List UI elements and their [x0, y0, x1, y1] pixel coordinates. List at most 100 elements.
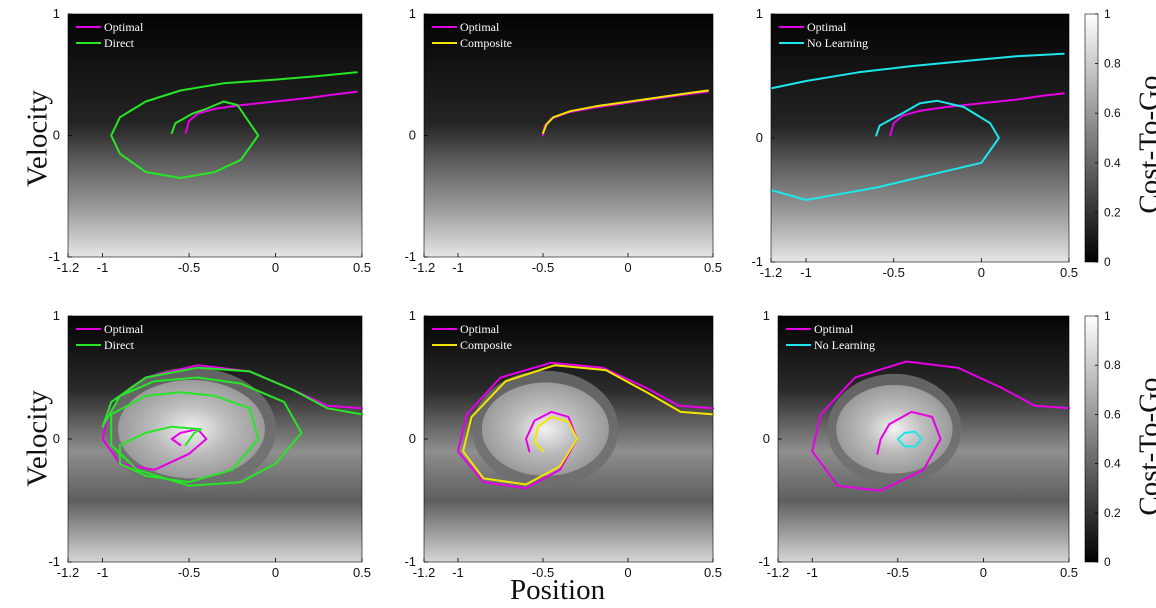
legend-label: Composite [460, 36, 512, 50]
legend-label: Optimal [104, 20, 144, 34]
series-line-composite [542, 89, 709, 135]
x-tick-label: -1 [806, 565, 818, 580]
colorbar-tick-label: 0.2 [1104, 506, 1121, 520]
colorbar-gradient [1084, 13, 1099, 263]
series-line-direct [110, 71, 358, 179]
y-tick-label: 1 [409, 6, 416, 21]
colorbar-tick-label: 0.8 [1104, 57, 1121, 71]
y-tick-label: 1 [409, 308, 416, 323]
x-tick-label: -1.2 [413, 260, 435, 275]
colorbar-tick-label: 0 [1104, 255, 1111, 269]
colorbar-tick-label: 0.4 [1104, 156, 1121, 170]
legend-label: Optimal [460, 322, 500, 336]
legend-label: Composite [460, 338, 512, 352]
y-tick-label: -1 [404, 554, 416, 569]
x-tick-label: 0 [272, 565, 279, 580]
x-tick-label: 0.5 [353, 260, 371, 275]
series-line-composite [462, 364, 714, 486]
x-tick-label: -0.5 [532, 565, 554, 580]
heatmap-background [68, 14, 362, 257]
x-tick-label: -1 [97, 565, 109, 580]
y-tick-label: 0 [409, 128, 416, 143]
x-tick-label: -0.5 [887, 565, 909, 580]
y-tick-label: 1 [53, 6, 60, 21]
series-line-no-learning [770, 52, 1065, 90]
x-tick-label: -1.2 [57, 565, 79, 580]
y-axis-label-top: Velocity [21, 90, 54, 187]
x-tick-label: 0 [272, 260, 279, 275]
x-tick-label: -0.5 [883, 265, 905, 280]
heatmap-region [481, 382, 609, 476]
x-tick-label: -1.2 [413, 565, 435, 580]
series-line-no-learning [770, 99, 1000, 201]
y-tick-label: 1 [53, 308, 60, 323]
x-tick-label: 0.5 [704, 565, 722, 580]
x-tick-label: -1 [800, 265, 812, 280]
y-tick-label: -1 [48, 249, 60, 264]
heatmap-background [424, 14, 713, 257]
heatmap-region [836, 384, 953, 474]
colorbar-tick-label: 0.6 [1104, 106, 1121, 120]
x-tick-label: -0.5 [178, 565, 200, 580]
series-line-optimal [811, 360, 1070, 492]
heatmap-background [771, 14, 1069, 262]
y-tick-label: 0 [756, 130, 763, 145]
x-tick-label: -0.5 [532, 260, 554, 275]
x-tick-label: -1 [452, 260, 464, 275]
x-tick-label: 0 [980, 565, 987, 580]
series-line-no-learning [896, 430, 923, 448]
colorbar-tick-label: 1 [1104, 309, 1111, 323]
colorbar-tick-label: 1 [1104, 7, 1111, 21]
x-tick-label: 0 [978, 265, 985, 280]
legend-label: No Learning [807, 36, 868, 50]
series-line-direct [101, 366, 363, 487]
series-line-optimal [184, 90, 358, 135]
x-tick-label: -1 [97, 260, 109, 275]
colorbar-tick-label: 0.4 [1104, 457, 1121, 471]
colorbar-tick-label: 0.6 [1104, 407, 1121, 421]
series-line-optimal [457, 361, 714, 490]
y-axis-label-bottom: Velocity [21, 390, 54, 487]
legend-label: Optimal [807, 20, 847, 34]
legend-label: Optimal [814, 322, 854, 336]
colorbar: 0 0.2 0.4 0.6 0.8 1 [1084, 309, 1121, 569]
y-tick-label: 0 [763, 431, 770, 446]
colorbar-label-bottom: Cost-To-Go [1133, 377, 1156, 516]
y-tick-label: 0 [409, 431, 416, 446]
legend-label: Direct [104, 36, 135, 50]
y-tick-label: -1 [758, 554, 770, 569]
colorbar-label-top: Cost-To-Go [1133, 75, 1156, 214]
x-tick-label: -1 [452, 565, 464, 580]
x-tick-label: 0.5 [1060, 565, 1078, 580]
x-tick-label: 0.5 [353, 565, 371, 580]
series-line-optimal [889, 92, 1065, 137]
y-tick-label: 1 [756, 6, 763, 21]
x-tick-label: 0 [624, 260, 631, 275]
x-tick-label: -1.2 [760, 265, 782, 280]
x-tick-label: -0.5 [178, 260, 200, 275]
colorbar-tick-label: 0 [1104, 555, 1111, 569]
colorbar-tick-label: 0.2 [1104, 205, 1121, 219]
y-tick-label: -1 [751, 254, 763, 269]
x-tick-label: 0.5 [704, 260, 722, 275]
colorbar: 0 0.2 0.4 0.6 0.8 1 [1084, 7, 1121, 269]
x-tick-label: 0 [624, 565, 631, 580]
y-tick-label: 0 [53, 128, 60, 143]
legend-label: Optimal [460, 20, 500, 34]
x-tick-label: 0.5 [1060, 265, 1078, 280]
x-tick-label: -1.2 [57, 260, 79, 275]
legend-label: No Learning [814, 338, 875, 352]
x-tick-label: -1.2 [767, 565, 789, 580]
legend-label: Direct [104, 338, 135, 352]
y-tick-label: -1 [404, 249, 416, 264]
x-axis-label: Position [510, 574, 606, 606]
y-tick-label: 1 [763, 308, 770, 323]
colorbar-tick-label: 0.8 [1104, 358, 1121, 372]
legend-label: Optimal [104, 322, 144, 336]
